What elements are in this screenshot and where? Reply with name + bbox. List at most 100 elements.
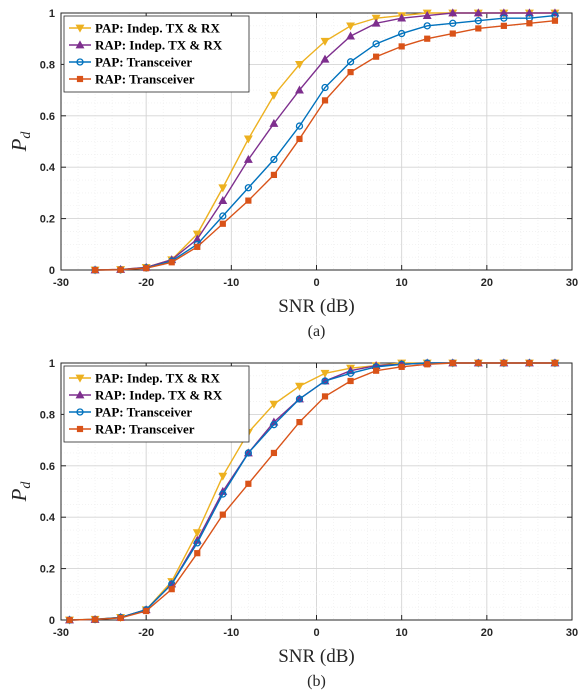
- data-point: [143, 607, 150, 615]
- data-point: [524, 8, 534, 17]
- y-tick-label: 0.4: [40, 512, 56, 524]
- data-point: [270, 155, 278, 164]
- data-point: [526, 359, 533, 367]
- x-tick-label: 30: [566, 277, 578, 289]
- y-tick-label: 1: [49, 8, 55, 20]
- data-point: [168, 586, 175, 593]
- y-axis-label: Pd: [7, 481, 34, 503]
- data-point: [347, 69, 354, 76]
- y-tick-label: 0.6: [40, 111, 55, 123]
- data-point: [193, 539, 201, 547]
- data-point: [449, 359, 456, 367]
- data-point: [243, 154, 253, 163]
- data-point: [270, 421, 278, 429]
- data-point: [219, 220, 226, 227]
- data-point: [295, 61, 304, 70]
- x-tick-label: 20: [481, 627, 493, 639]
- panel-caption: (b): [307, 673, 326, 690]
- data-point: [373, 367, 380, 374]
- legend-label: PAP: Indep. TX & RX: [95, 21, 220, 36]
- y-axis-label: Pd: [7, 131, 34, 153]
- data-point: [269, 400, 279, 409]
- legend: PAP: Indep. TX & RX RAP: Indep. TX & RX PA…: [63, 15, 250, 93]
- data-point: [422, 10, 432, 19]
- data-point: [551, 359, 559, 367]
- data-point: [398, 363, 405, 370]
- data-point: [448, 8, 458, 17]
- data-point: [320, 369, 330, 378]
- data-point: [243, 135, 253, 144]
- data-point: [270, 171, 278, 179]
- data-point: [424, 35, 431, 42]
- data-point: [321, 393, 329, 400]
- y-tick-label: 0.2: [40, 214, 55, 226]
- data-point: [218, 184, 228, 193]
- y-tick-label: 0.2: [40, 564, 55, 576]
- data-point: [347, 377, 354, 385]
- legend-marker: [75, 24, 85, 33]
- legend: PAP: Indep. TX & RX RAP: Indep. TX & RX PA…: [63, 365, 250, 443]
- data-point: [500, 14, 508, 22]
- data-point: [526, 20, 533, 27]
- data-point: [168, 259, 175, 266]
- legend-marker: [76, 408, 84, 416]
- x-tick-label: -10: [223, 627, 239, 639]
- data-point: [423, 22, 431, 30]
- legend-label: RAP: Transceiver: [95, 422, 195, 437]
- data-point: [296, 419, 303, 426]
- data-point: [295, 85, 304, 94]
- data-point: [296, 135, 303, 143]
- data-point: [346, 31, 356, 40]
- chart-panel-2: -30 -20 -10 0 10 20 30 0 0.2 0.4 0.6 0.8 1 PAP: Indep…: [7, 358, 578, 690]
- x-tick-label: 0: [313, 277, 319, 289]
- data-point: [449, 19, 457, 27]
- data-point: [551, 17, 559, 24]
- data-point: [321, 83, 329, 92]
- legend-marker: [75, 390, 85, 399]
- legend-label: RAP: Indep. TX & RX: [95, 388, 223, 403]
- data-point: [218, 472, 228, 481]
- x-tick-label: -20: [138, 277, 154, 289]
- data-point: [371, 14, 381, 23]
- data-point: [270, 449, 278, 457]
- data-point: [346, 22, 356, 31]
- data-point: [372, 40, 380, 48]
- legend-label: RAP: Transceiver: [95, 72, 195, 87]
- data-point: [474, 17, 482, 25]
- data-point: [244, 449, 253, 457]
- series-line: [69, 362, 555, 621]
- data-point: [194, 243, 201, 250]
- data-point: [218, 195, 228, 204]
- y-tick-label: 0.6: [40, 461, 55, 473]
- x-tick-label: -30: [53, 627, 69, 639]
- data-point: [192, 230, 202, 239]
- data-point: [91, 266, 99, 274]
- data-point: [346, 58, 355, 66]
- series-rap-transceiver: [66, 359, 559, 624]
- data-point: [219, 511, 226, 518]
- data-point: [244, 184, 253, 192]
- x-tick-label: -10: [223, 277, 239, 289]
- y-tick-label: 0.8: [40, 59, 55, 71]
- data-point: [194, 550, 201, 557]
- data-point: [449, 30, 456, 37]
- legend-marker: [76, 75, 84, 83]
- data-point: [373, 53, 380, 60]
- data-point: [475, 25, 482, 32]
- y-tick-label: 0.8: [40, 409, 55, 421]
- x-axis-label: SNR (dB): [278, 646, 355, 667]
- legend-label: PAP: Transceiver: [95, 405, 192, 420]
- data-point: [245, 197, 252, 204]
- legend-box: [63, 365, 250, 443]
- data-point: [473, 8, 483, 17]
- legend-label: PAP: Transceiver: [95, 55, 192, 70]
- series-rap-transceiver: [91, 17, 559, 274]
- y-tick-label: 0.4: [40, 162, 56, 174]
- data-point: [320, 37, 330, 46]
- data-point: [269, 118, 279, 127]
- legend-marker: [75, 40, 85, 49]
- data-point: [66, 616, 73, 624]
- data-point: [424, 361, 431, 368]
- data-point: [321, 97, 329, 104]
- x-tick-label: 10: [396, 627, 408, 639]
